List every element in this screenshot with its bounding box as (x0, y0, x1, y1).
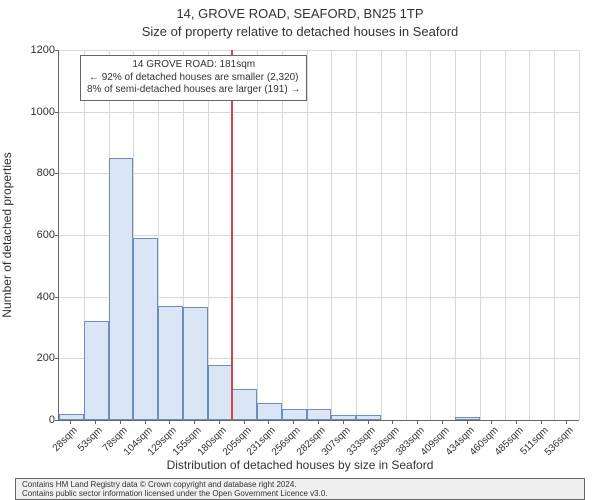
info-line-3: 8% of semi-detached houses are larger (1… (87, 84, 300, 97)
xtick-mark (368, 420, 369, 424)
xtick-mark (491, 420, 492, 424)
gridline-v (257, 50, 258, 420)
ytick-mark (55, 235, 59, 236)
ytick-mark (55, 358, 59, 359)
gridline-v (331, 50, 332, 420)
xtick-mark (467, 420, 468, 424)
ytick-label: 600 (15, 229, 55, 241)
xtick-mark (194, 420, 195, 424)
gridline-v (282, 50, 283, 420)
xtick-mark (566, 420, 567, 424)
histogram-bar (455, 417, 480, 420)
histogram-bar (109, 158, 134, 420)
ytick-label: 1000 (15, 106, 55, 118)
gridline-v (307, 50, 308, 420)
x-axis-label: Distribution of detached houses by size … (0, 458, 600, 472)
ytick-mark (55, 173, 59, 174)
xtick-mark (145, 420, 146, 424)
histogram-bar (133, 238, 158, 420)
histogram-bar (307, 409, 332, 420)
attribution-footer: Contains HM Land Registry data © Crown c… (15, 478, 585, 500)
histogram-bar (183, 307, 208, 420)
gridline-h (59, 112, 579, 113)
xtick-mark (516, 420, 517, 424)
gridline-v (406, 50, 407, 420)
gridline-v (356, 50, 357, 420)
gridline-v (430, 50, 431, 420)
histogram-bar (232, 389, 257, 420)
ytick-mark (55, 297, 59, 298)
gridline-v (480, 50, 481, 420)
chart-subtitle: Size of property relative to detached ho… (0, 24, 600, 39)
footer-line-2: Contains public sector information licen… (22, 489, 578, 498)
xtick-mark (392, 420, 393, 424)
gridline-v (381, 50, 382, 420)
chart-plot-area (58, 50, 579, 421)
gridline-v (529, 50, 530, 420)
xtick-mark (70, 420, 71, 424)
ytick-mark (55, 112, 59, 113)
xtick-mark (268, 420, 269, 424)
histogram-bar (356, 415, 381, 420)
xtick-mark (343, 420, 344, 424)
ytick-label: 0 (15, 414, 55, 426)
xtick-mark (541, 420, 542, 424)
page-title: 14, GROVE ROAD, SEAFORD, BN25 1TP (0, 6, 600, 21)
xtick-mark (318, 420, 319, 424)
info-line-2: ← 92% of detached houses are smaller (2,… (87, 72, 300, 85)
gridline-v (579, 50, 580, 420)
xtick-mark (293, 420, 294, 424)
histogram-bar (158, 306, 183, 420)
ytick-mark (55, 420, 59, 421)
histogram-bar (257, 403, 282, 420)
histogram-bar (331, 415, 356, 420)
ytick-label: 200 (15, 352, 55, 364)
xtick-mark (169, 420, 170, 424)
xtick-mark (219, 420, 220, 424)
ytick-mark (55, 50, 59, 51)
ytick-label: 400 (15, 291, 55, 303)
xtick-mark (417, 420, 418, 424)
histogram-bar (282, 409, 307, 420)
histogram-bar (59, 414, 84, 420)
gridline-v (505, 50, 506, 420)
xtick-mark (442, 420, 443, 424)
xtick-mark (120, 420, 121, 424)
reference-info-box: 14 GROVE ROAD: 181sqm ← 92% of detached … (80, 55, 307, 101)
xtick-mark (95, 420, 96, 424)
y-axis-label: Number of detached properties (0, 152, 14, 317)
gridline-h (59, 50, 579, 51)
gridline-v (455, 50, 456, 420)
histogram-bar (84, 321, 109, 420)
reference-line (231, 50, 233, 420)
info-line-1: 14 GROVE ROAD: 181sqm (87, 59, 300, 72)
xtick-label: 28sqm (51, 425, 80, 454)
xtick-mark (244, 420, 245, 424)
histogram-bar (208, 365, 233, 421)
gridline-v (554, 50, 555, 420)
gridline-h (59, 173, 579, 174)
ytick-label: 1200 (15, 44, 55, 56)
xtick-label: 53sqm (76, 425, 105, 454)
ytick-label: 800 (15, 167, 55, 179)
gridline-h (59, 235, 579, 236)
footer-line-1: Contains HM Land Registry data © Crown c… (22, 480, 578, 489)
